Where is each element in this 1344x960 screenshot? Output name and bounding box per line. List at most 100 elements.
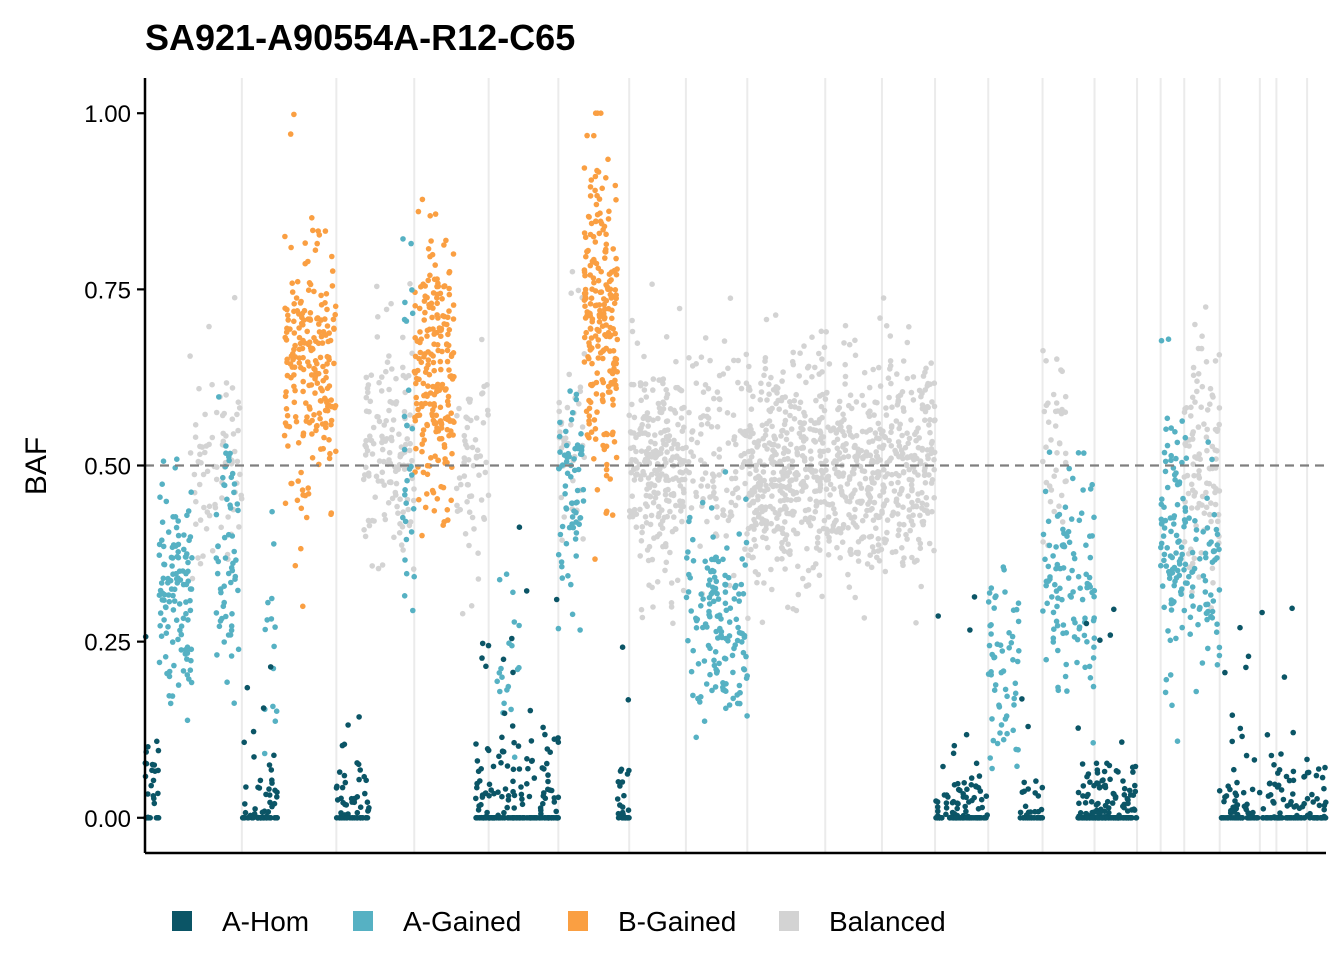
data-point — [1187, 631, 1193, 637]
data-point — [1243, 664, 1249, 671]
data-point — [1301, 773, 1308, 780]
data-point — [863, 429, 870, 435]
data-point — [363, 394, 370, 401]
data-point — [468, 417, 474, 424]
data-point — [221, 534, 228, 541]
data-point — [398, 542, 405, 548]
data-point — [888, 424, 895, 431]
data-point — [791, 416, 798, 422]
data-point — [1195, 472, 1202, 479]
data-point — [1163, 563, 1170, 569]
data-point — [846, 512, 852, 518]
data-point — [900, 504, 906, 511]
data-point — [169, 555, 176, 561]
data-point — [751, 485, 758, 491]
data-point — [852, 352, 859, 359]
data-point — [812, 488, 818, 495]
data-point — [1222, 669, 1228, 676]
data-point — [519, 796, 525, 802]
data-point — [316, 321, 322, 327]
data-point — [413, 394, 420, 401]
data-point — [311, 288, 317, 295]
data-point — [1010, 657, 1016, 663]
data-point — [846, 424, 853, 431]
data-point — [941, 792, 948, 798]
data-point — [910, 397, 917, 403]
data-point — [510, 589, 516, 596]
data-point — [646, 445, 652, 452]
data-point — [586, 397, 592, 404]
data-point — [1091, 514, 1097, 521]
data-point — [905, 440, 911, 447]
data-point — [982, 815, 988, 821]
data-point — [906, 324, 912, 330]
data-point — [637, 506, 643, 513]
data-point — [1190, 364, 1197, 371]
data-point — [929, 399, 935, 405]
data-point — [705, 582, 712, 588]
data-point — [821, 344, 828, 351]
data-point — [585, 213, 592, 220]
data-point — [736, 598, 742, 604]
data-point — [895, 502, 901, 508]
data-point — [403, 318, 410, 324]
data-point — [1196, 500, 1202, 507]
data-point — [265, 809, 271, 816]
data-point — [826, 534, 832, 541]
data-point — [899, 559, 906, 566]
data-point — [926, 422, 932, 428]
data-point — [586, 405, 593, 412]
data-point — [765, 544, 771, 551]
data-point — [433, 420, 439, 426]
data-point — [214, 570, 221, 577]
data-point — [733, 582, 739, 589]
data-point — [557, 419, 563, 426]
data-point — [599, 185, 605, 192]
data-point — [681, 489, 687, 496]
data-point — [608, 292, 615, 299]
data-point — [900, 469, 907, 476]
data-point — [864, 561, 871, 567]
data-point — [777, 482, 784, 489]
data-point — [504, 763, 511, 769]
data-point — [673, 358, 679, 365]
data-point — [223, 433, 229, 439]
data-point — [464, 424, 471, 431]
data-point — [1077, 585, 1083, 591]
data-point — [766, 391, 772, 398]
data-point — [1173, 550, 1179, 556]
data-point — [690, 647, 696, 654]
data-point — [446, 270, 452, 276]
data-point — [1102, 802, 1109, 809]
data-point — [415, 406, 421, 413]
data-point — [1286, 777, 1293, 784]
data-point — [1204, 426, 1210, 433]
y-tick-label: 0.00 — [84, 806, 131, 833]
data-point — [876, 456, 882, 463]
data-point — [834, 445, 841, 452]
data-point — [518, 784, 524, 790]
data-point — [159, 590, 166, 597]
data-point — [1170, 600, 1176, 606]
data-point — [1201, 510, 1208, 516]
data-point — [931, 456, 937, 463]
data-point — [551, 736, 558, 742]
data-point — [417, 339, 423, 346]
data-point — [1060, 526, 1066, 533]
data-point — [697, 543, 703, 549]
data-point — [708, 591, 715, 597]
data-point — [316, 410, 323, 417]
data-point — [842, 361, 848, 368]
data-point — [1054, 603, 1060, 610]
data-point — [1174, 501, 1181, 508]
data-point — [326, 455, 333, 462]
data-point — [418, 401, 425, 407]
data-point — [289, 480, 295, 487]
data-point — [1196, 574, 1202, 580]
data-point — [230, 431, 237, 437]
data-point — [711, 657, 717, 664]
data-point — [404, 436, 411, 442]
data-point — [379, 562, 386, 568]
data-point — [701, 718, 708, 724]
data-point — [424, 327, 431, 334]
